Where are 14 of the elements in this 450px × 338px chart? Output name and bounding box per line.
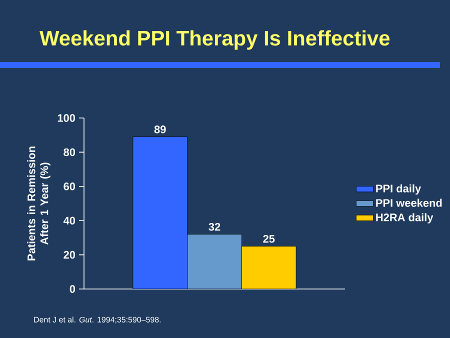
y-tick-label: 100 — [58, 114, 76, 122]
legend-label: PPI daily — [376, 184, 422, 195]
y-axis-title: Patients in Remission After 1 Year (%) — [27, 146, 50, 260]
legend-label: H2RA daily — [376, 213, 434, 224]
y-tick-label: 0 — [70, 285, 76, 293]
y-tick-label: 20 — [64, 250, 76, 259]
data-label: 89 — [154, 126, 166, 134]
y-tick-label: 40 — [63, 216, 76, 224]
legend-label: PPI weekend — [376, 198, 442, 207]
data-label: 25 — [263, 234, 275, 243]
data-label: 32 — [208, 222, 220, 231]
y-tick-label: 60 — [64, 182, 76, 190]
chart-title: Weekend PPI Therapy Is Ineffective — [40, 30, 390, 50]
y-tick-label: 80 — [64, 148, 76, 156]
